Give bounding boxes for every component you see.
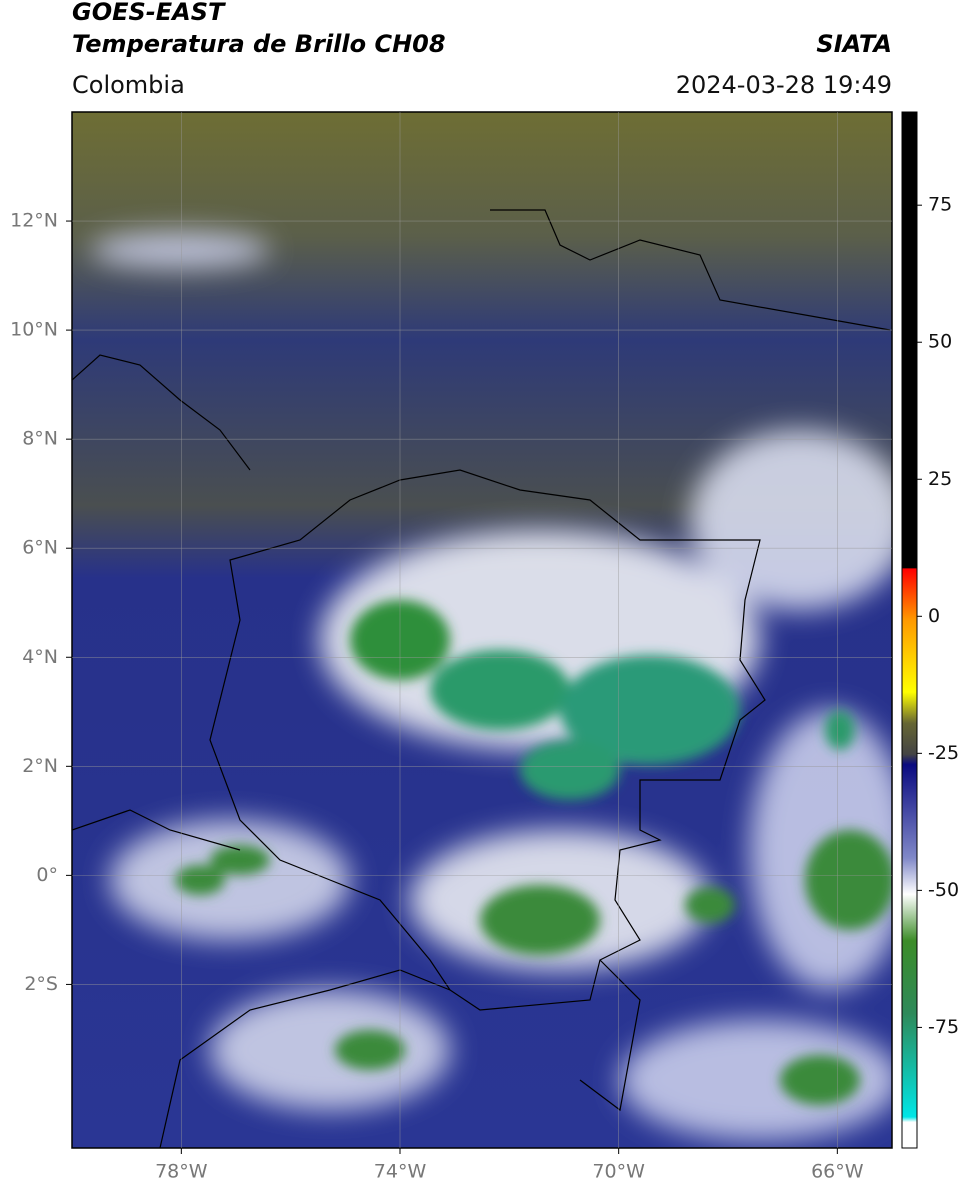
- colorbar-label: -75: [928, 1016, 959, 1038]
- colorbar-label: -50: [928, 879, 959, 901]
- source: SIATA: [816, 30, 892, 58]
- colorbar-label: 25: [928, 468, 952, 490]
- y-tick-label: 4°N: [22, 646, 58, 668]
- x-tick-label: 74°W: [374, 1161, 427, 1183]
- y-tick-label: 2°N: [22, 755, 58, 777]
- y-tick-label: 12°N: [10, 210, 58, 232]
- datetime: 2024-03-28 19:49: [676, 71, 892, 99]
- satellite-image: [72, 112, 892, 1148]
- subtitle: Temperatura de Brillo CH08: [72, 30, 446, 58]
- region: Colombia: [72, 71, 185, 99]
- colorbar: [901, 111, 918, 1149]
- y-tick-label: 0°: [36, 864, 58, 886]
- colorbar-label: 50: [928, 331, 952, 353]
- y-tick-label: 8°N: [22, 428, 58, 450]
- y-tick-label: 10°N: [10, 319, 58, 341]
- y-tick-label: 6°N: [22, 537, 58, 559]
- x-tick-label: 66°W: [811, 1161, 864, 1183]
- colorbar-label: -25: [928, 742, 959, 764]
- colorbar-label: 0: [928, 605, 940, 627]
- colorbar-label: 75: [928, 194, 952, 216]
- y-tick-label: 2°S: [24, 973, 58, 995]
- map-frame: [71, 111, 893, 1149]
- x-tick-label: 78°W: [155, 1161, 208, 1183]
- x-tick-label: 70°W: [592, 1161, 645, 1183]
- title: GOES-EAST: [72, 0, 226, 26]
